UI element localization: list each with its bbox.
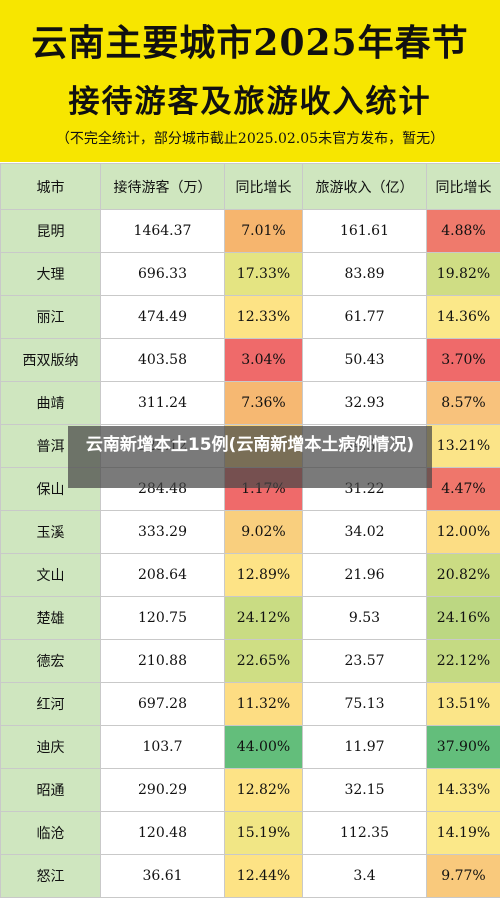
visitors-cell: 1464.37 xyxy=(100,209,225,253)
table-row: 西双版纳 403.58 3.04% 50.43 3.70% xyxy=(0,338,500,382)
table-row: 丽江 474.49 12.33% 61.77 14.36% xyxy=(0,295,500,339)
city-cell: 大理 xyxy=(0,252,101,296)
revenue-cell: 21.96 xyxy=(302,553,427,597)
visitors-growth-cell: 11.32% xyxy=(224,682,303,726)
revenue-growth-cell: 12.00% xyxy=(426,510,500,554)
revenue-cell: 23.57 xyxy=(302,639,427,683)
table-row: 文山 208.64 12.89% 21.96 20.82% xyxy=(0,553,500,597)
revenue-cell: 75.13 xyxy=(302,682,427,726)
visitors-growth-cell: 7.36% xyxy=(224,381,303,425)
revenue-growth-cell: 3.70% xyxy=(426,338,500,382)
visitors-cell: 120.75 xyxy=(100,596,225,640)
city-cell: 曲靖 xyxy=(0,381,101,425)
city-cell: 楚雄 xyxy=(0,596,101,640)
revenue-growth-cell: 14.19% xyxy=(426,811,500,855)
table-row: 昆明 1464.37 7.01% 161.61 4.88% xyxy=(0,209,500,253)
visitors-cell: 36.61 xyxy=(100,854,225,898)
visitors-growth-cell: 3.04% xyxy=(224,338,303,382)
revenue-cell: 161.61 xyxy=(302,209,427,253)
visitors-growth-cell: 12.82% xyxy=(224,768,303,812)
revenue-cell: 32.15 xyxy=(302,768,427,812)
stats-table: 城市 接待游客（万） 同比增长 旅游收入（亿） 同比增长 昆明 1464.37 7.… xyxy=(0,163,500,898)
visitors-growth-cell: 12.44% xyxy=(224,854,303,898)
visitors-cell: 290.29 xyxy=(100,768,225,812)
revenue-growth-cell: 20.82% xyxy=(426,553,500,597)
visitors-growth-cell: 7.01% xyxy=(224,209,303,253)
table-row: 玉溪 333.29 9.02% 34.02 12.00% xyxy=(0,510,500,554)
visitors-growth-cell: 12.89% xyxy=(224,553,303,597)
visitors-growth-cell: 24.12% xyxy=(224,596,303,640)
revenue-cell: 9.53 xyxy=(302,596,427,640)
city-cell: 昆明 xyxy=(0,209,101,253)
column-header-revenue: 旅游收入（亿） xyxy=(302,163,427,210)
revenue-cell: 112.35 xyxy=(302,811,427,855)
revenue-growth-cell: 8.57% xyxy=(426,381,500,425)
title-banner: 云南主要城市2025年春节 接待游客及旅游收入统计 （不完全统计，部分城市截止2… xyxy=(0,0,500,162)
city-cell: 怒江 xyxy=(0,854,101,898)
column-header-revenue-growth: 同比增长 xyxy=(426,163,500,210)
visitors-growth-cell: 17.33% xyxy=(224,252,303,296)
city-cell: 玉溪 xyxy=(0,510,101,554)
revenue-growth-cell: 22.12% xyxy=(426,639,500,683)
title-line-1: 云南主要城市2025年春节 xyxy=(31,22,469,64)
column-header-city: 城市 xyxy=(0,163,101,210)
revenue-growth-cell: 37.90% xyxy=(426,725,500,769)
revenue-cell: 11.97 xyxy=(302,725,427,769)
visitors-cell: 103.7 xyxy=(100,725,225,769)
visitors-cell: 696.33 xyxy=(100,252,225,296)
visitors-cell: 311.24 xyxy=(100,381,225,425)
visitors-growth-cell: 9.02% xyxy=(224,510,303,554)
table-row: 红河 697.28 11.32% 75.13 13.51% xyxy=(0,682,500,726)
revenue-growth-cell: 24.16% xyxy=(426,596,500,640)
city-cell: 红河 xyxy=(0,682,101,726)
city-cell: 临沧 xyxy=(0,811,101,855)
revenue-cell: 3.4 xyxy=(302,854,427,898)
city-cell: 昭通 xyxy=(0,768,101,812)
table-row: 大理 696.33 17.33% 83.89 19.82% xyxy=(0,252,500,296)
note: （不完全统计，部分城市截止2025.02.05未官方发布，暂无） xyxy=(55,131,445,147)
revenue-cell: 32.93 xyxy=(302,381,427,425)
revenue-growth-cell: 14.33% xyxy=(426,768,500,812)
city-cell: 丽江 xyxy=(0,295,101,339)
revenue-growth-cell: 4.47% xyxy=(426,467,500,511)
visitors-cell: 120.48 xyxy=(100,811,225,855)
visitors-growth-cell: 22.65% xyxy=(224,639,303,683)
revenue-cell: 34.02 xyxy=(302,510,427,554)
city-cell: 迪庆 xyxy=(0,725,101,769)
city-cell: 文山 xyxy=(0,553,101,597)
revenue-growth-cell: 4.88% xyxy=(426,209,500,253)
revenue-growth-cell: 9.77% xyxy=(426,854,500,898)
table-row: 曲靖 311.24 7.36% 32.93 8.57% xyxy=(0,381,500,425)
column-header-visitors: 接待游客（万） xyxy=(100,163,225,210)
visitors-cell: 208.64 xyxy=(100,553,225,597)
revenue-growth-cell: 19.82% xyxy=(426,252,500,296)
visitors-growth-cell: 15.19% xyxy=(224,811,303,855)
visitors-cell: 697.28 xyxy=(100,682,225,726)
visitors-cell: 474.49 xyxy=(100,295,225,339)
visitors-growth-cell: 44.00% xyxy=(224,725,303,769)
title-line-2: 接待游客及旅游收入统计 xyxy=(68,84,432,120)
visitors-growth-cell: 12.33% xyxy=(224,295,303,339)
table-row: 临沧 120.48 15.19% 112.35 14.19% xyxy=(0,811,500,855)
revenue-growth-cell: 13.51% xyxy=(426,682,500,726)
visitors-cell: 333.29 xyxy=(100,510,225,554)
revenue-growth-cell: 13.21% xyxy=(426,424,500,468)
table-row: 楚雄 120.75 24.12% 9.53 24.16% xyxy=(0,596,500,640)
table-header-row: 城市 接待游客（万） 同比增长 旅游收入（亿） 同比增长 xyxy=(0,163,500,210)
table-row: 迪庆 103.7 44.00% 11.97 37.90% xyxy=(0,725,500,769)
table-row: 昭通 290.29 12.82% 32.15 14.33% xyxy=(0,768,500,812)
caption-overlay: 云南新增本土15例(云南新增本土病例情况) xyxy=(68,426,432,488)
table-row: 怒江 36.61 12.44% 3.4 9.77% xyxy=(0,854,500,898)
city-cell: 西双版纳 xyxy=(0,338,101,382)
column-header-visitors-growth: 同比增长 xyxy=(224,163,303,210)
city-cell: 德宏 xyxy=(0,639,101,683)
revenue-cell: 50.43 xyxy=(302,338,427,382)
table-row: 德宏 210.88 22.65% 23.57 22.12% xyxy=(0,639,500,683)
revenue-cell: 83.89 xyxy=(302,252,427,296)
revenue-growth-cell: 14.36% xyxy=(426,295,500,339)
revenue-cell: 61.77 xyxy=(302,295,427,339)
visitors-cell: 403.58 xyxy=(100,338,225,382)
visitors-cell: 210.88 xyxy=(100,639,225,683)
